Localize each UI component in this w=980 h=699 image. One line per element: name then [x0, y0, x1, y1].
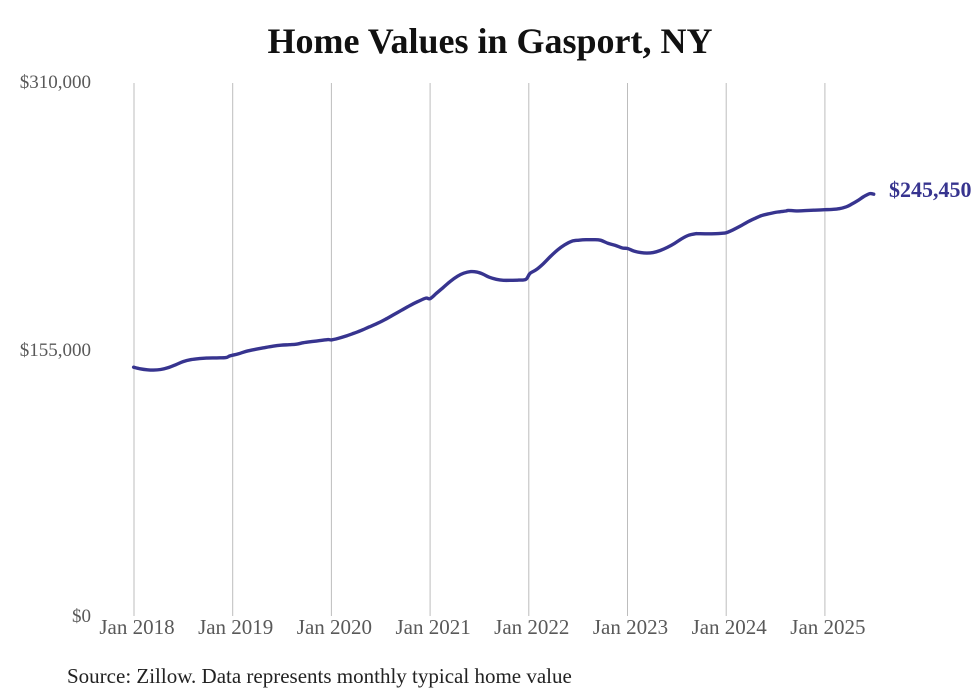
svg-text:Jan 2023: Jan 2023 [593, 615, 668, 639]
svg-text:$310,000: $310,000 [20, 72, 91, 93]
svg-text:Jan 2025: Jan 2025 [790, 615, 865, 639]
svg-text:$245,450: $245,450 [889, 177, 972, 202]
svg-text:$0: $0 [72, 606, 91, 627]
svg-text:Jan 2019: Jan 2019 [198, 615, 273, 639]
svg-text:Jan 2018: Jan 2018 [99, 615, 174, 639]
svg-text:Jan 2022: Jan 2022 [494, 615, 569, 639]
svg-text:Jan 2024: Jan 2024 [692, 615, 768, 639]
svg-text:$155,000: $155,000 [20, 340, 91, 361]
svg-text:Jan 2020: Jan 2020 [297, 615, 372, 639]
svg-text:Jan 2021: Jan 2021 [395, 615, 470, 639]
